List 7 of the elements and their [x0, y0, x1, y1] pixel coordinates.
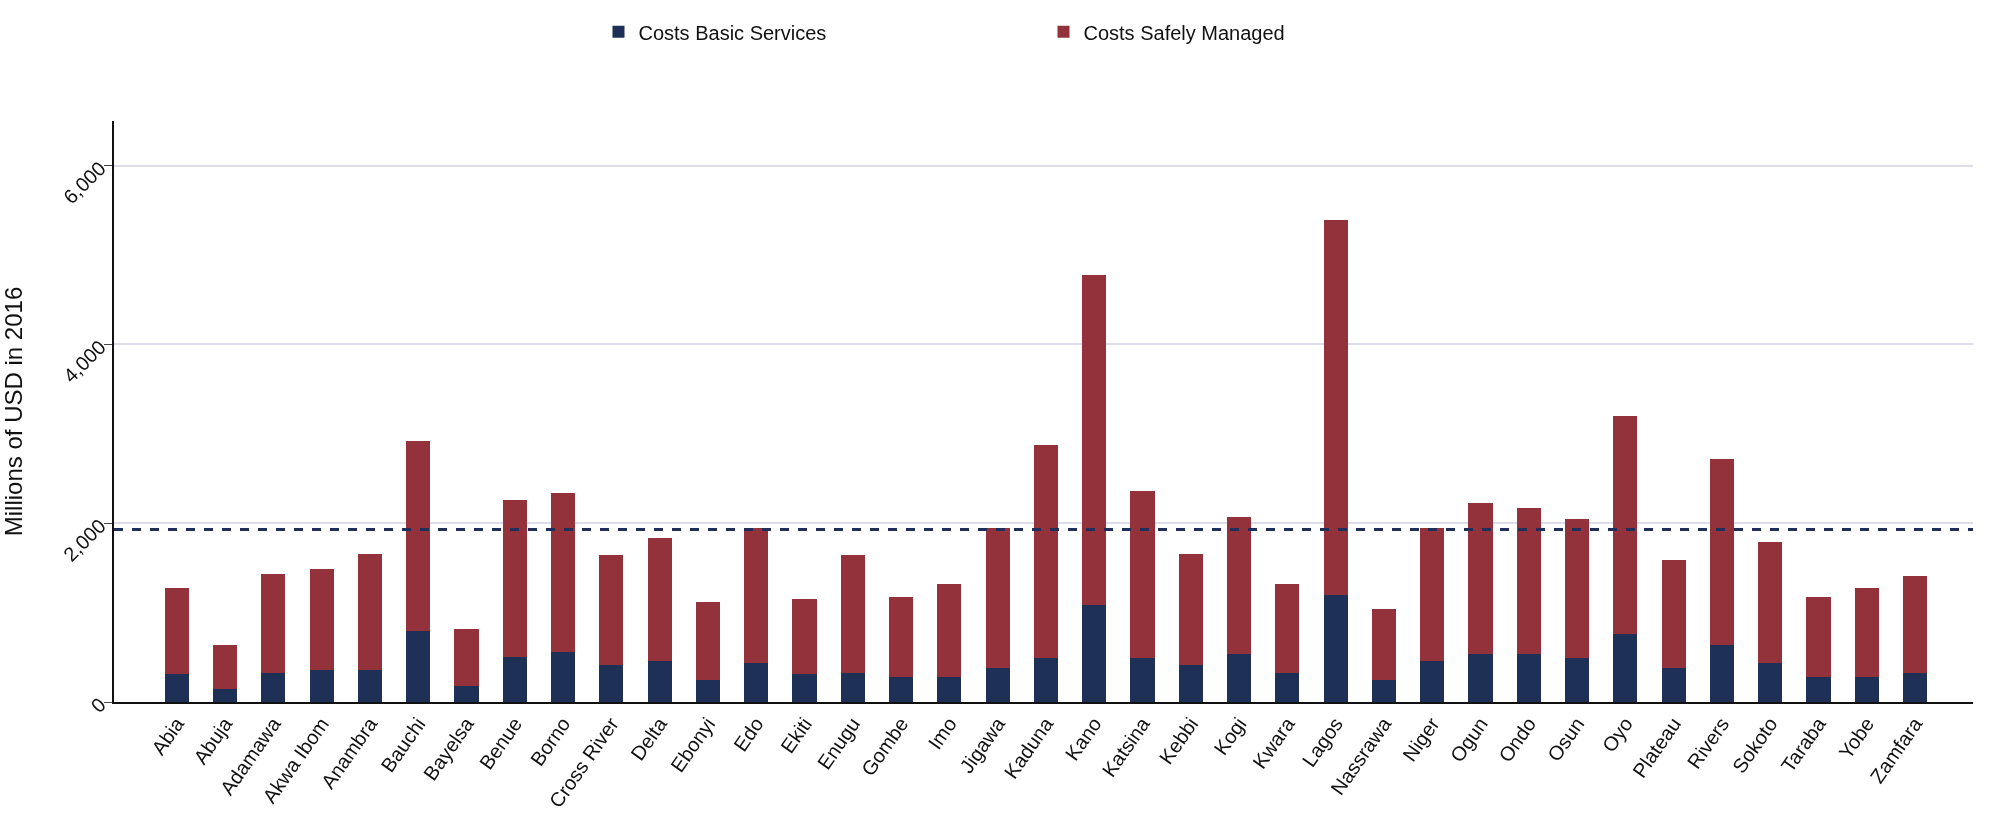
x-tick-label: Imo — [923, 713, 961, 754]
legend-label: Costs Safely Managed — [1083, 21, 1285, 44]
y-axis-title: Millions of USD in 2016 — [0, 286, 27, 537]
legend-label: Costs Basic Services — [638, 21, 827, 44]
x-tick-label: Oyo — [1597, 713, 1637, 757]
y-tick-label: 0 — [86, 693, 110, 717]
x-tick-label: Edo — [729, 713, 768, 756]
